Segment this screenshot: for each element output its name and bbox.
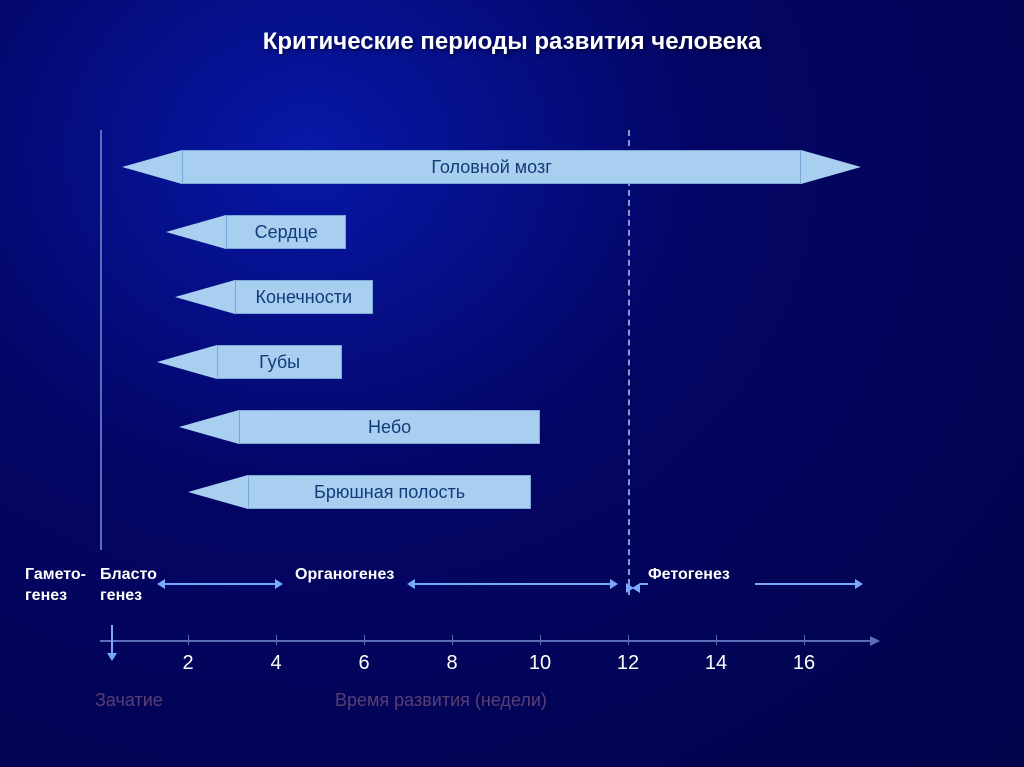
x-tick bbox=[716, 635, 717, 645]
stage-arrow bbox=[165, 583, 275, 585]
bar-body: Головной мозг bbox=[182, 150, 801, 184]
x-tick-label: 12 bbox=[617, 652, 639, 675]
x-tick bbox=[628, 635, 629, 645]
divider-line bbox=[628, 130, 630, 595]
bar-label: Брюшная полость bbox=[314, 482, 465, 503]
divider-arrow-right bbox=[632, 583, 640, 593]
stage-label: Бластогенез bbox=[100, 565, 157, 607]
stage-label: Гамето-генез bbox=[25, 565, 86, 607]
bar-point-left bbox=[157, 345, 217, 379]
x-tick-label: 4 bbox=[270, 652, 281, 675]
bar-label: Небо bbox=[368, 417, 411, 438]
x-tick bbox=[188, 635, 189, 645]
stage-arrow bbox=[415, 583, 610, 585]
x-tick bbox=[276, 635, 277, 645]
bar-label: Конечности bbox=[256, 287, 352, 308]
bar-row: Небо bbox=[179, 410, 540, 444]
chart-title: Критические периоды развития человека bbox=[0, 0, 1024, 56]
y-axis bbox=[100, 130, 102, 550]
x-tick bbox=[540, 635, 541, 645]
x-tick-label: 14 bbox=[705, 652, 727, 675]
bar-label: Губы bbox=[259, 352, 300, 373]
bar-body: Конечности bbox=[235, 280, 373, 314]
bar-point-left bbox=[179, 410, 239, 444]
x-tick-label: 2 bbox=[182, 652, 193, 675]
stage-label: Фетогенез bbox=[648, 565, 730, 586]
conception-arrow bbox=[111, 625, 113, 653]
x-tick bbox=[804, 635, 805, 645]
bar-body: Небо bbox=[239, 410, 540, 444]
bar-body: Брюшная полость bbox=[248, 475, 531, 509]
bar-row: Губы bbox=[157, 345, 342, 379]
x-tick bbox=[452, 635, 453, 645]
bar-row: Сердце bbox=[166, 215, 346, 249]
conception-label: Зачатие bbox=[95, 690, 163, 711]
x-axis-title: Время развития (недели) bbox=[335, 690, 547, 711]
stage-row: Гамето-генез Бластогенез Органогенез Фетоге… bbox=[0, 565, 1024, 625]
bar-row: Конечности bbox=[175, 280, 373, 314]
bar-point-right bbox=[801, 150, 861, 184]
x-axis: 246810121416 bbox=[100, 640, 870, 642]
bar-point-left bbox=[175, 280, 235, 314]
bar-body: Сердце bbox=[226, 215, 346, 249]
bar-body: Губы bbox=[217, 345, 342, 379]
bar-label: Головной мозг bbox=[431, 157, 551, 178]
bar-row: Головной мозг bbox=[122, 150, 861, 184]
bar-label: Сердце bbox=[255, 222, 318, 243]
x-tick bbox=[364, 635, 365, 645]
bar-point-left bbox=[166, 215, 226, 249]
bar-point-left bbox=[122, 150, 182, 184]
x-tick-label: 10 bbox=[529, 652, 551, 675]
stage-arrow-segment bbox=[640, 583, 648, 585]
bar-row: Брюшная полость bbox=[188, 475, 531, 509]
chart-area: Головной мозг Сердце Конечности Губы Небо Брю… bbox=[100, 130, 940, 560]
bar-point-left bbox=[188, 475, 248, 509]
x-tick-label: 8 bbox=[446, 652, 457, 675]
stage-arrow bbox=[755, 583, 855, 585]
x-tick-label: 16 bbox=[793, 652, 815, 675]
x-tick-label: 6 bbox=[358, 652, 369, 675]
stage-label: Органогенез bbox=[295, 565, 394, 586]
